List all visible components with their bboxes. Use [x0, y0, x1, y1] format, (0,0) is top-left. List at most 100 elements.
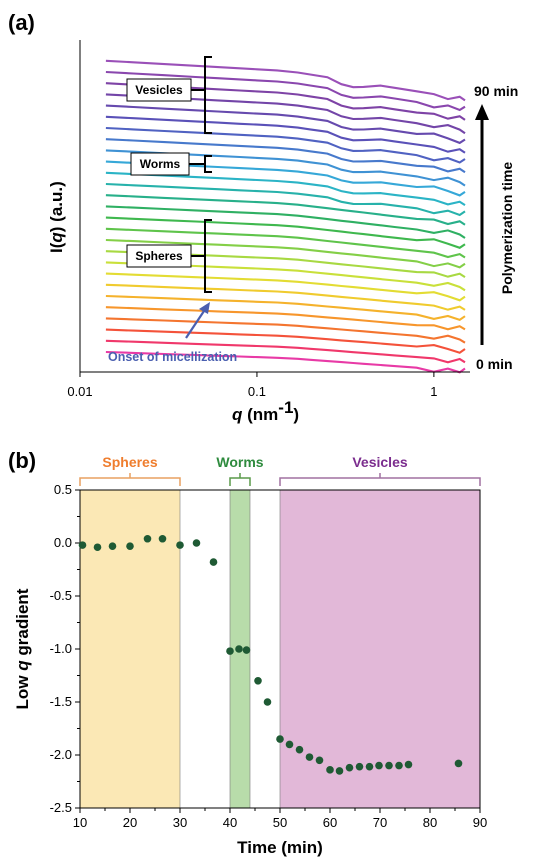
panel-b-ticks: 10 20 30 40 50 60 70 80 90 0.5 0.0 -0.5 -1.0 -1.5 -2.0…	[50, 482, 488, 830]
vesicles-label: Vesicles	[135, 83, 183, 97]
panel-b-y-title-q: q	[13, 660, 32, 671]
panel-b-y-tick-label: 0.5	[54, 482, 72, 497]
panel-a-x-title-close: )	[293, 405, 299, 424]
spheres-label: Spheres	[135, 249, 183, 263]
saxs-curve-26	[105, 70, 466, 112]
saxs-curves	[105, 59, 466, 374]
data-point	[305, 753, 314, 761]
worms-region-label: Worms	[216, 454, 263, 470]
panel-a-label: (a)	[8, 10, 35, 35]
data-point	[235, 645, 243, 653]
saxs-curve-6	[105, 294, 466, 322]
panel-b-y-tick-label: 0.0	[54, 535, 72, 550]
data-point	[143, 534, 152, 543]
phase-regions: Spheres Worms Vesicles	[79, 454, 481, 809]
data-point	[158, 534, 167, 543]
vesicles-bracket	[204, 56, 212, 134]
panel-a-x-ticks: 0.01 0.1 1	[67, 372, 437, 399]
onset-annotation: Onset of micellization	[108, 302, 237, 364]
spheres-bracket	[204, 219, 212, 293]
saxs-curve-8	[105, 272, 466, 302]
saxs-curve-15	[105, 194, 466, 226]
saxs-curve-11	[105, 238, 466, 269]
data-point	[209, 558, 218, 566]
data-point	[276, 735, 284, 743]
panel-a-x-title-unit: (nm	[242, 405, 278, 424]
spheres-annotation: Spheres	[126, 219, 212, 293]
panel-b-y-tick-label: -1.5	[50, 694, 72, 709]
data-point	[335, 767, 344, 775]
saxs-curve-19	[105, 149, 466, 187]
saxs-curve-22	[105, 115, 466, 154]
saxs-curve-13	[105, 216, 466, 249]
panel-a-y-title: I(q) (a.u.)	[47, 181, 66, 253]
saxs-curve-3	[105, 328, 466, 354]
gradient-points	[78, 534, 463, 775]
panel-b-y-tick-label: -2.0	[50, 747, 72, 762]
worms-bracket	[204, 155, 212, 173]
panel-a-x-tick-label: 0.1	[248, 384, 266, 399]
time-arrow-annotation: 90 min 0 min Polymerization time	[474, 83, 518, 372]
panel-a-x-title-exp: -1	[278, 398, 293, 417]
panel-b-y-tick-label: -2.5	[50, 800, 72, 815]
data-point	[315, 756, 324, 765]
data-point	[176, 541, 184, 549]
data-point	[108, 542, 117, 550]
data-point	[454, 759, 463, 768]
onset-label: Onset of micellization	[108, 350, 237, 364]
vesicles-annotation: Vesicles	[126, 56, 212, 134]
time-top-label: 90 min	[474, 83, 518, 99]
saxs-curve-25	[105, 82, 466, 121]
panel-b-x-tick-label: 10	[73, 815, 87, 830]
data-point	[404, 760, 413, 769]
data-point	[385, 761, 393, 770]
saxs-curve-1	[105, 350, 466, 374]
panel-a-x-tick-label: 1	[430, 384, 437, 399]
data-point	[126, 542, 134, 550]
panel-b-y-tick-label: -0.5	[50, 588, 72, 603]
panel-b-x-tick-label: 80	[423, 815, 437, 830]
time-bottom-label: 0 min	[476, 356, 513, 372]
data-point	[263, 698, 272, 706]
panel-b-x-tick-label: 90	[473, 815, 487, 830]
data-point	[365, 762, 374, 771]
data-point	[226, 647, 234, 655]
panel-b-y-title: Low q gradient	[13, 588, 32, 709]
panel-a-x-title: q (nm-1)	[232, 398, 299, 424]
saxs-curve-2	[105, 339, 466, 364]
saxs-curve-7	[105, 283, 466, 311]
panel-b-y-title-post: gradient	[13, 588, 32, 660]
panel-b-x-tick-label: 40	[223, 815, 237, 830]
saxs-curve-17	[105, 171, 466, 206]
worms-region-bracket	[229, 477, 251, 486]
panel-b-x-tick-label: 70	[373, 815, 387, 830]
panel-a-y-title-post: ) (a.u.)	[47, 181, 66, 232]
saxs-curve-24	[105, 93, 466, 135]
saxs-curve-18	[105, 160, 466, 197]
data-point	[326, 766, 334, 774]
panel-b-y-title-pre: Low	[13, 671, 32, 710]
vesicles-region-label: Vesicles	[352, 454, 407, 470]
vesicles-region	[279, 489, 481, 809]
panel-a-y-title-q: q	[47, 232, 66, 243]
saxs-curve-16	[105, 182, 466, 217]
data-point	[345, 763, 354, 772]
panel-b-x-tick-label: 50	[273, 815, 287, 830]
vesicles-region-bracket	[279, 477, 481, 486]
panel-a-x-tick-label: 0.01	[67, 384, 92, 399]
spheres-region-bracket	[79, 477, 181, 486]
data-point	[78, 541, 87, 549]
spheres-region-label: Spheres	[102, 454, 157, 470]
worms-label: Worms	[140, 157, 181, 171]
saxs-curve-20	[105, 138, 466, 174]
saxs-curve-21	[105, 126, 466, 164]
panel-b-label: (b)	[8, 448, 36, 473]
panel-a-x-title-q: q	[232, 405, 243, 424]
data-point	[93, 543, 102, 552]
worms-annotation: Worms	[130, 152, 212, 176]
saxs-curve-23	[105, 104, 466, 145]
panel-b-x-title: Time (min)	[237, 838, 323, 857]
panel-b-x-tick-label: 20	[123, 815, 137, 830]
saxs-curve-14	[105, 205, 466, 239]
